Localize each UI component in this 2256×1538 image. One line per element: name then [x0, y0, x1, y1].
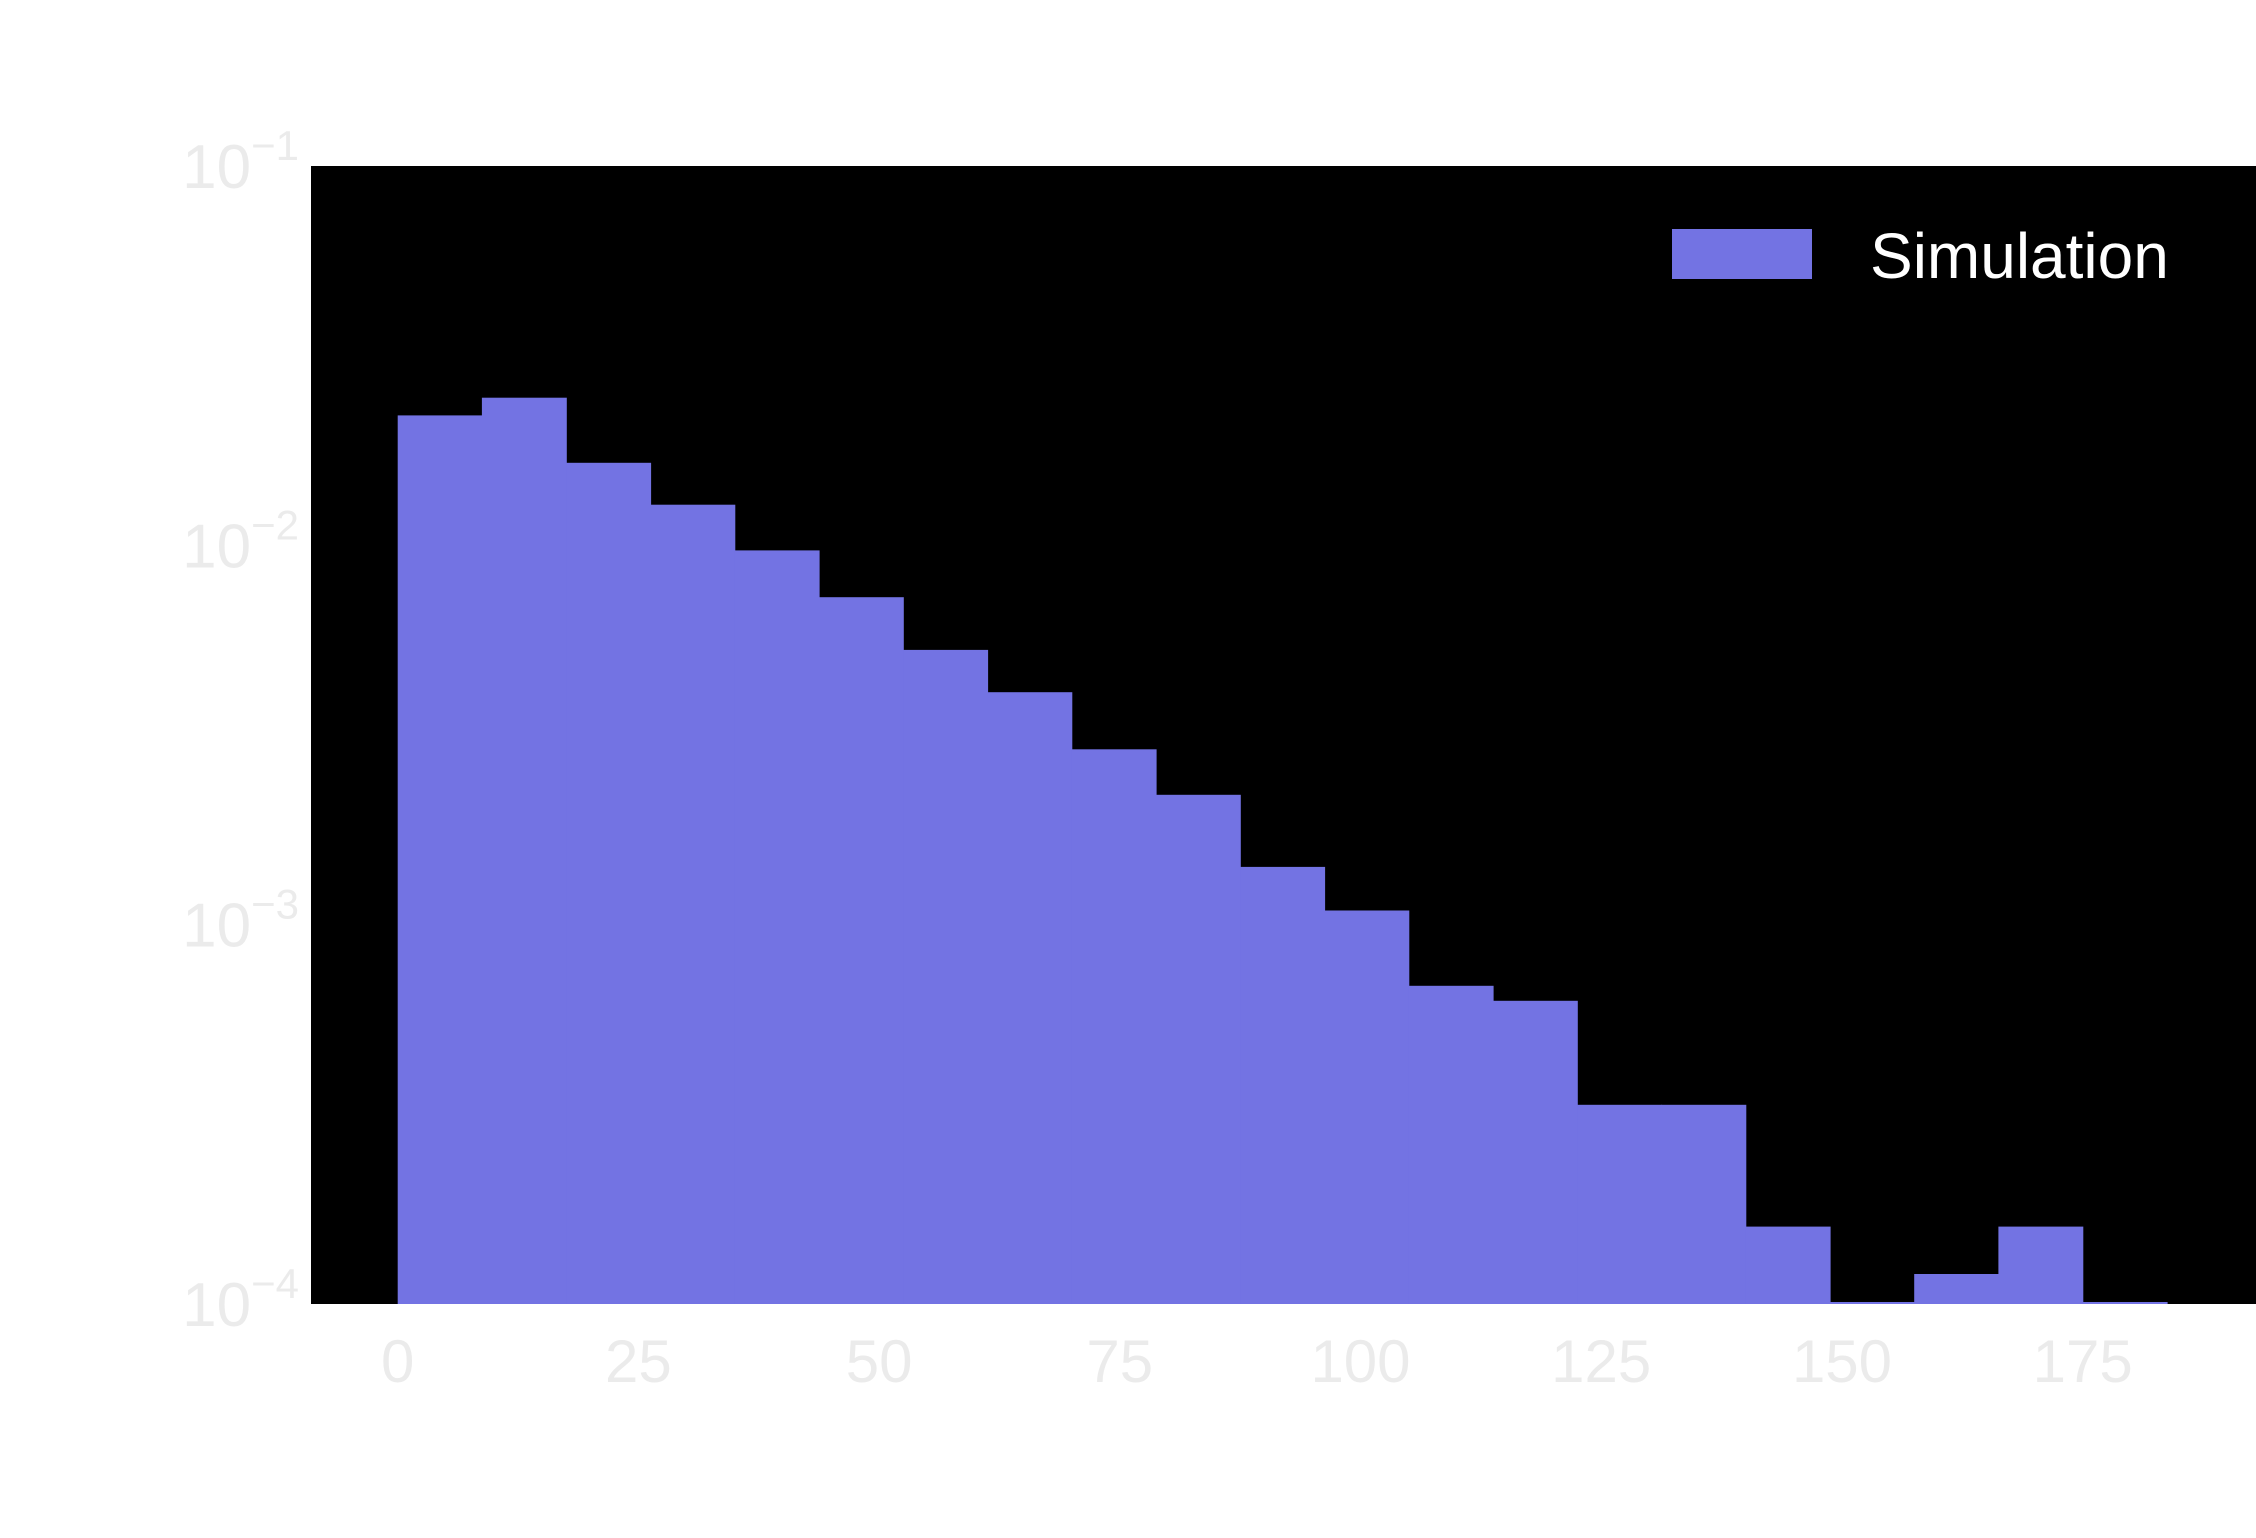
- histogram-bar: [1914, 1274, 2000, 1304]
- histogram-bar: [1745, 1226, 1831, 1304]
- histogram-bar: [566, 462, 652, 1304]
- histogram-bar: [818, 597, 904, 1304]
- histogram-bar: [1408, 985, 1494, 1304]
- histogram-bar: [397, 415, 483, 1304]
- legend: Simulation: [1672, 220, 2169, 292]
- histogram-bar: [903, 649, 989, 1304]
- histogram-bars: [397, 397, 2168, 1304]
- histogram-bar: [1071, 749, 1157, 1304]
- y-tick-label: 10−3: [182, 881, 299, 961]
- histogram-bar: [2082, 1302, 2168, 1304]
- legend-swatch-simulation: [1672, 229, 1812, 279]
- histogram-bar: [1240, 866, 1326, 1304]
- y-tick-label: 10−4: [182, 1260, 299, 1340]
- x-tick-label: 75: [1086, 1328, 1153, 1395]
- histogram-bar: [1492, 1000, 1578, 1304]
- x-axis-ticks: 0 25 50 75 100 125 150 175: [381, 1328, 2133, 1395]
- x-tick-label: 0: [381, 1328, 414, 1395]
- legend-label-simulation: Simulation: [1870, 220, 2169, 292]
- y-tick-label: 10−1: [182, 122, 299, 202]
- histogram-bar: [481, 397, 567, 1304]
- y-tick-label: 10−2: [182, 501, 299, 581]
- histogram-bar: [1661, 1104, 1747, 1304]
- histogram-bar: [650, 504, 736, 1304]
- x-tick-label: 125: [1551, 1328, 1651, 1395]
- x-tick-label: 100: [1310, 1328, 1410, 1395]
- x-tick-label: 175: [2033, 1328, 2133, 1395]
- x-tick-label: 25: [605, 1328, 672, 1395]
- histogram-bar: [1324, 910, 1410, 1304]
- histogram-bar: [987, 692, 1073, 1304]
- y-axis-ticks: 10−1 10−2 10−3 10−4: [182, 122, 299, 1340]
- histogram-bar: [734, 550, 820, 1304]
- histogram-bar: [1829, 1302, 1915, 1304]
- histogram-bar: [1998, 1226, 2084, 1304]
- histogram-bar: [1155, 794, 1241, 1304]
- histogram-bar: [1577, 1104, 1663, 1304]
- x-tick-label: 150: [1792, 1328, 1892, 1395]
- x-tick-label: 50: [846, 1328, 913, 1395]
